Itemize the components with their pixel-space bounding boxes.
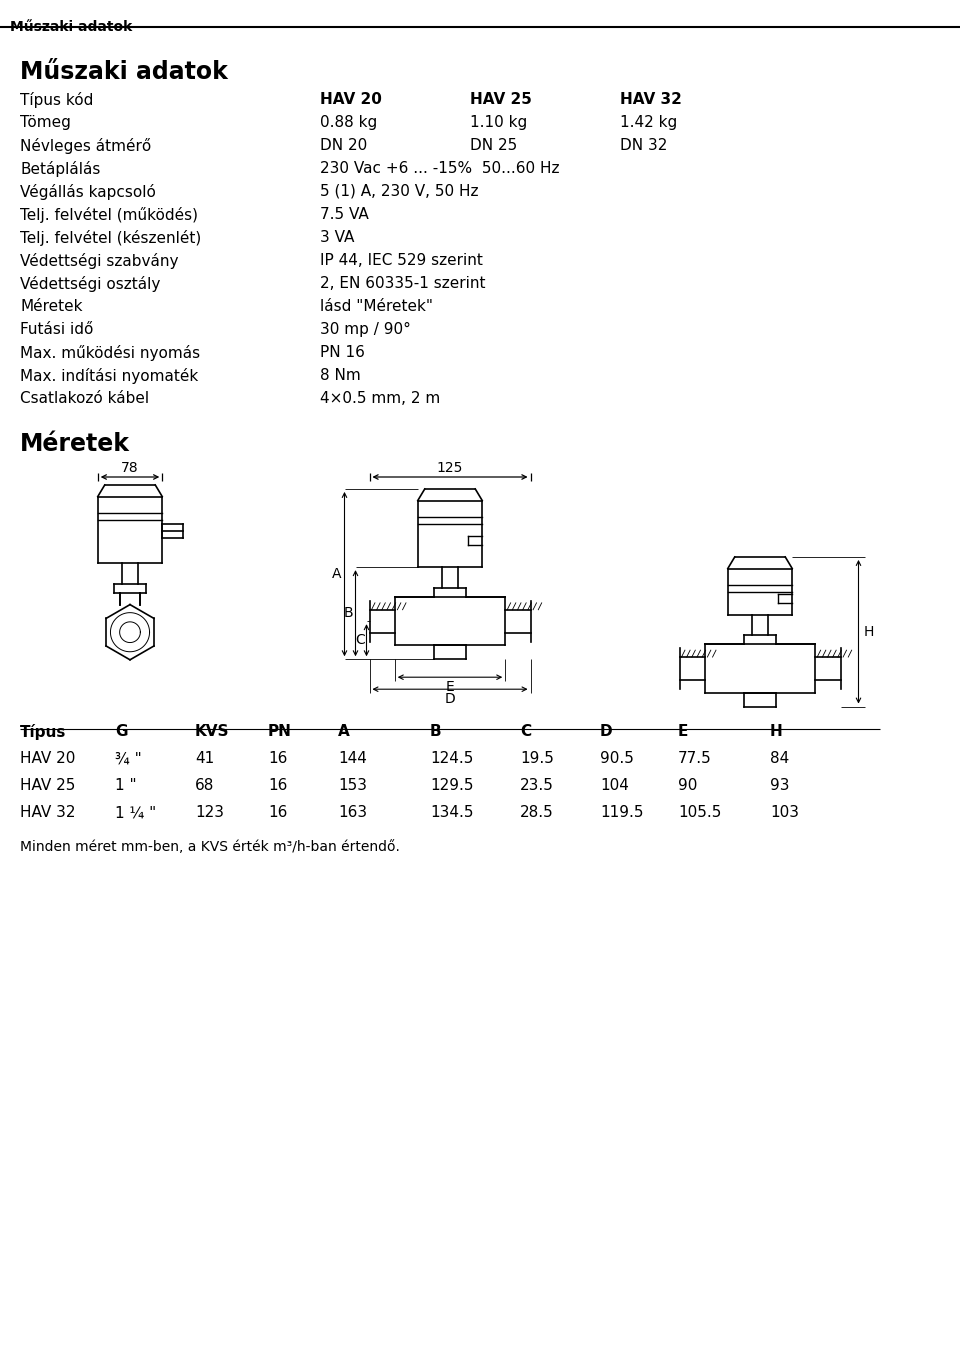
Text: Típus kód: Típus kód: [20, 92, 93, 108]
Text: 2, EN 60335-1 szerint: 2, EN 60335-1 szerint: [320, 276, 486, 291]
Text: ¾ ": ¾ ": [115, 752, 142, 766]
Text: B: B: [430, 725, 442, 740]
Text: HAV 20: HAV 20: [20, 752, 76, 766]
Text: Végállás kapcsoló: Végállás kapcsoló: [20, 185, 156, 199]
Text: 78: 78: [121, 461, 139, 475]
Text: Telj. felvétel (készenlét): Telj. felvétel (készenlét): [20, 230, 202, 247]
Text: H: H: [863, 625, 874, 638]
Text: 28.5: 28.5: [520, 806, 554, 820]
Text: 23.5: 23.5: [520, 779, 554, 793]
Text: 144: 144: [338, 752, 367, 766]
Text: 90.5: 90.5: [600, 752, 634, 766]
Text: 84: 84: [770, 752, 789, 766]
Text: H: H: [770, 725, 782, 740]
Text: IP 44, IEC 529 szerint: IP 44, IEC 529 szerint: [320, 253, 483, 268]
Text: A: A: [338, 725, 349, 740]
Text: 7.5 VA: 7.5 VA: [320, 207, 369, 222]
Text: 8 Nm: 8 Nm: [320, 368, 361, 383]
Text: HAV 25: HAV 25: [470, 92, 532, 106]
Text: 125: 125: [437, 461, 463, 475]
Text: PN 16: PN 16: [320, 345, 365, 360]
Text: HAV 32: HAV 32: [20, 806, 76, 820]
Text: Védettségi osztály: Védettségi osztály: [20, 276, 160, 292]
Text: 4×0.5 mm, 2 m: 4×0.5 mm, 2 m: [320, 391, 441, 405]
Text: Méretek: Méretek: [20, 432, 130, 457]
Text: 16: 16: [268, 806, 287, 820]
Text: 104: 104: [600, 779, 629, 793]
Text: Max. indítási nyomaték: Max. indítási nyomaték: [20, 368, 199, 384]
Text: 1.42 kg: 1.42 kg: [620, 114, 677, 131]
Text: 1.10 kg: 1.10 kg: [470, 114, 527, 131]
Text: Tömeg: Tömeg: [20, 114, 71, 131]
Text: 0.88 kg: 0.88 kg: [320, 114, 377, 131]
Text: 129.5: 129.5: [430, 779, 473, 793]
Text: Névleges átmérő: Névleges átmérő: [20, 137, 152, 154]
Text: Max. működési nyomás: Max. működési nyomás: [20, 345, 200, 361]
Text: D: D: [444, 692, 455, 706]
Text: 1 ¼ ": 1 ¼ ": [115, 806, 156, 820]
Text: Telj. felvétel (működés): Telj. felvétel (működés): [20, 207, 198, 224]
Text: 119.5: 119.5: [600, 806, 643, 820]
Text: 124.5: 124.5: [430, 752, 473, 766]
Text: Műszaki adatok: Műszaki adatok: [20, 61, 228, 84]
Text: HAV 25: HAV 25: [20, 779, 76, 793]
Text: DN 25: DN 25: [470, 137, 517, 154]
Text: 16: 16: [268, 752, 287, 766]
Text: 77.5: 77.5: [678, 752, 711, 766]
Text: 123: 123: [195, 806, 224, 820]
Text: 134.5: 134.5: [430, 806, 473, 820]
Text: HAV 20: HAV 20: [320, 92, 382, 106]
Text: C: C: [355, 633, 365, 647]
Text: D: D: [600, 725, 612, 740]
Text: 30 mp / 90°: 30 mp / 90°: [320, 322, 411, 337]
Text: Futási idő: Futási idő: [20, 322, 93, 337]
Text: PN: PN: [268, 725, 292, 740]
Text: E: E: [678, 725, 688, 740]
Text: 93: 93: [770, 779, 789, 793]
Text: E: E: [445, 680, 454, 694]
Text: B: B: [344, 606, 353, 620]
Text: 68: 68: [195, 779, 214, 793]
Text: KVS: KVS: [195, 725, 229, 740]
Text: Betáplálás: Betáplálás: [20, 162, 101, 176]
Text: DN 20: DN 20: [320, 137, 368, 154]
Text: 19.5: 19.5: [520, 752, 554, 766]
Text: 153: 153: [338, 779, 367, 793]
Text: Minden méret mm-ben, a KVS érték m³/h-ban értendő.: Minden méret mm-ben, a KVS érték m³/h-ba…: [20, 841, 400, 854]
Text: Műszaki adatok: Műszaki adatok: [10, 20, 132, 34]
Text: 1 ": 1 ": [115, 779, 136, 793]
Text: C: C: [520, 725, 531, 740]
Text: Védettségi szabvány: Védettségi szabvány: [20, 253, 179, 269]
Text: 103: 103: [770, 806, 799, 820]
Text: 230 Vac +6 ... -15%  50...60 Hz: 230 Vac +6 ... -15% 50...60 Hz: [320, 162, 560, 176]
Text: A: A: [332, 567, 342, 581]
Text: DN 32: DN 32: [620, 137, 667, 154]
Text: Méretek: Méretek: [20, 299, 83, 314]
Text: Típus: Típus: [20, 725, 66, 741]
Text: G: G: [115, 725, 128, 740]
Text: lásd "Méretek": lásd "Méretek": [320, 299, 433, 314]
Text: HAV 32: HAV 32: [620, 92, 682, 106]
Text: 41: 41: [195, 752, 214, 766]
Text: Csatlakozó kábel: Csatlakozó kábel: [20, 391, 149, 405]
Text: 105.5: 105.5: [678, 806, 721, 820]
Text: 163: 163: [338, 806, 367, 820]
Text: 90: 90: [678, 779, 697, 793]
Text: 5 (1) A, 230 V, 50 Hz: 5 (1) A, 230 V, 50 Hz: [320, 185, 478, 199]
Text: 3 VA: 3 VA: [320, 230, 354, 245]
Text: 16: 16: [268, 779, 287, 793]
